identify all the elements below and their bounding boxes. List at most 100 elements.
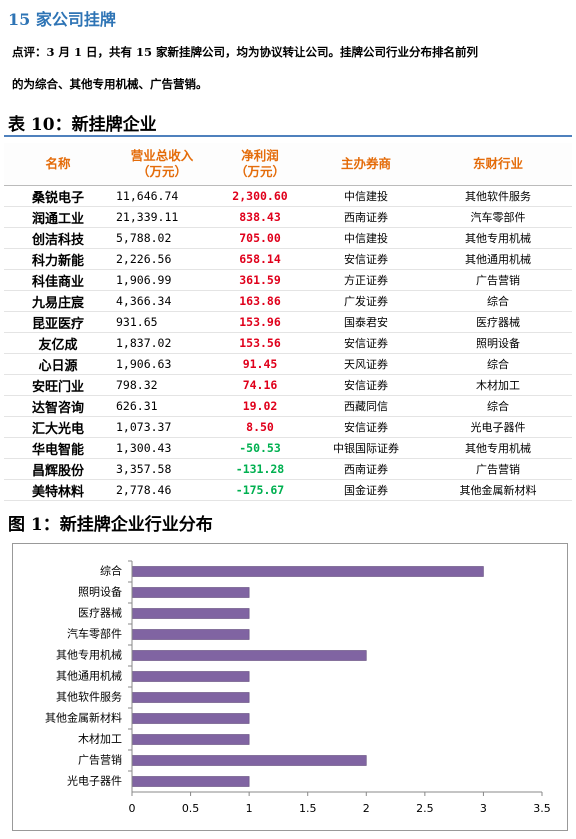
table-cell: 361.59	[212, 269, 308, 291]
table-cell: 综合	[424, 353, 572, 375]
header-text: 主办券商	[340, 156, 391, 171]
bar	[131, 713, 250, 724]
table-cell: 西藏同信	[308, 395, 424, 417]
table-cell: 其他通用机械	[424, 248, 572, 270]
header-cell: 东财行业	[424, 143, 572, 186]
table-cell: 658.14	[212, 248, 308, 270]
table-row: 创洁科技 5,788.02 705.00 中信建投 其他专用机械	[4, 227, 572, 249]
table-cell: 4,366.34	[112, 290, 212, 312]
table-row: 华电智能 1,300.43 -50.53 中银国际证券 其他专用机械	[4, 437, 572, 459]
table-cell: 光电子器件	[424, 416, 572, 438]
table-cell: 达智咨询	[4, 395, 112, 417]
table-cell: 创洁科技	[4, 227, 112, 249]
table-row: 润通工业 21,339.11 838.43 西南证券 汽车零部件	[4, 206, 572, 228]
x-tick-label: 1.5	[299, 802, 317, 815]
table-cell: 163.86	[212, 290, 308, 312]
table-cell: 美特林料	[4, 479, 112, 501]
table-cell: 2,300.60	[212, 185, 308, 207]
header-text: （万元）	[136, 164, 187, 179]
table-body: 桑锐电子 11,646.74 2,300.60 中信建投 其他软件服务 润通工业 21,33…	[4, 185, 572, 501]
table-cell: 桑锐电子	[4, 185, 112, 207]
table-cell: 木材加工	[424, 374, 572, 396]
figure-title: 图 1：新挂牌企业行业分布	[8, 515, 213, 535]
table-row: 达智咨询 626.31 19.02 西藏同信 综合	[4, 395, 572, 417]
y-tick-label: 光电子器件	[67, 774, 122, 788]
section-title: 15 家公司挂牌	[8, 10, 116, 29]
header-text: 营业总收入	[130, 148, 194, 163]
table-row: 心日源 1,906.63 91.45 天风证券 综合	[4, 353, 572, 375]
table-cell: 91.45	[212, 353, 308, 375]
table-cell: -131.28	[212, 458, 308, 480]
table-cell: 11,646.74	[112, 185, 212, 207]
table-cell: 705.00	[212, 227, 308, 249]
table-row: 汇大光电 1,073.37 8.50 安信证券 光电子器件	[4, 416, 572, 438]
table-cell: 安信证券	[308, 332, 424, 354]
bar	[131, 755, 367, 766]
table-cell: 华电智能	[4, 437, 112, 459]
chart: 0 0.5 1 1.5 2 2.5 3 3.5 综合照明设备医疗器械汽车零部件其他专用机械其他通…	[12, 543, 568, 831]
header-text: 名称	[45, 156, 71, 171]
x-tick-label: 1	[246, 802, 253, 815]
table-cell: 心日源	[4, 353, 112, 375]
table-cell: 1,073.37	[112, 416, 212, 438]
table-cell: 1,300.43	[112, 437, 212, 459]
table-cell: 医疗器械	[424, 311, 572, 333]
table-cell: -175.67	[212, 479, 308, 501]
table-cell: 1,906.63	[112, 353, 212, 375]
table-cell: 九易庄宸	[4, 290, 112, 312]
table-cell: 照明设备	[424, 332, 572, 354]
table-cell: 1,837.02	[112, 332, 212, 354]
table-cell: 2,778.46	[112, 479, 212, 501]
table-cell: 626.31	[112, 395, 212, 417]
x-tick-label: 2	[363, 802, 370, 815]
table-cell: 19.02	[212, 395, 308, 417]
table-cell: 3,357.58	[112, 458, 212, 480]
header-text: （万元）	[234, 164, 285, 179]
table-cell: 21,339.11	[112, 206, 212, 228]
bar	[131, 776, 250, 787]
header-cell: 营业总收入 （万元）	[112, 143, 212, 186]
table-cell: 安旺门业	[4, 374, 112, 396]
table-cell: 汽车零部件	[424, 206, 572, 228]
table-cell: 2,226.56	[112, 248, 212, 270]
y-tick-label: 汽车零部件	[67, 627, 122, 641]
header-cell: 净利润 （万元）	[212, 143, 308, 186]
bar	[131, 587, 250, 598]
table-cell: 综合	[424, 290, 572, 312]
table-cell: 153.56	[212, 332, 308, 354]
comment-line: 点评：3 月 1 日，共有 15 家新挂牌公司，均为协议转让公司。挂牌公司行业分…	[12, 45, 479, 59]
bar	[131, 671, 250, 682]
header-text: 东财行业	[472, 156, 523, 171]
table-cell: 5,788.02	[112, 227, 212, 249]
y-tick-label: 照明设备	[78, 585, 122, 599]
table-cell: 其他专用机械	[424, 227, 572, 249]
header-cell: 主办券商	[308, 143, 424, 186]
y-tick-label: 广告营销	[78, 753, 122, 767]
y-tick-label: 医疗器械	[78, 606, 122, 620]
table-cell: 润通工业	[4, 206, 112, 228]
table: 名称 营业总收入 （万元） 净利润 （万元） 主办券商 东财行业 桑锐电子 11,646.74…	[4, 143, 572, 501]
table-cell: 国金证券	[308, 479, 424, 501]
table-cell: 国泰君安	[308, 311, 424, 333]
table-cell: -50.53	[212, 437, 308, 459]
table-cell: 安信证券	[308, 248, 424, 270]
table-row: 昆亚医疗 931.65 153.96 国泰君安 医疗器械	[4, 311, 572, 333]
table-cell: 西南证券	[308, 458, 424, 480]
table-cell: 友亿成	[4, 332, 112, 354]
bar	[131, 566, 484, 577]
table-row: 昌辉股份 3,357.58 -131.28 西南证券 广告营销	[4, 458, 572, 480]
table-cell: 838.43	[212, 206, 308, 228]
table-cell: 其他软件服务	[424, 185, 572, 207]
bar	[131, 692, 250, 703]
table-cell: 931.65	[112, 311, 212, 333]
y-tick-label: 其他通用机械	[56, 669, 122, 683]
table-cell: 153.96	[212, 311, 308, 333]
x-tick-label: 2.5	[416, 802, 434, 815]
table-cell: 其他金属新材料	[424, 479, 572, 501]
table-cell: 安信证券	[308, 374, 424, 396]
table-row: 科力新能 2,226.56 658.14 安信证券 其他通用机械	[4, 248, 572, 270]
y-tick-label: 木材加工	[78, 732, 122, 746]
table-row: 桑锐电子 11,646.74 2,300.60 中信建投 其他软件服务	[4, 185, 572, 207]
table-cell: 综合	[424, 395, 572, 417]
